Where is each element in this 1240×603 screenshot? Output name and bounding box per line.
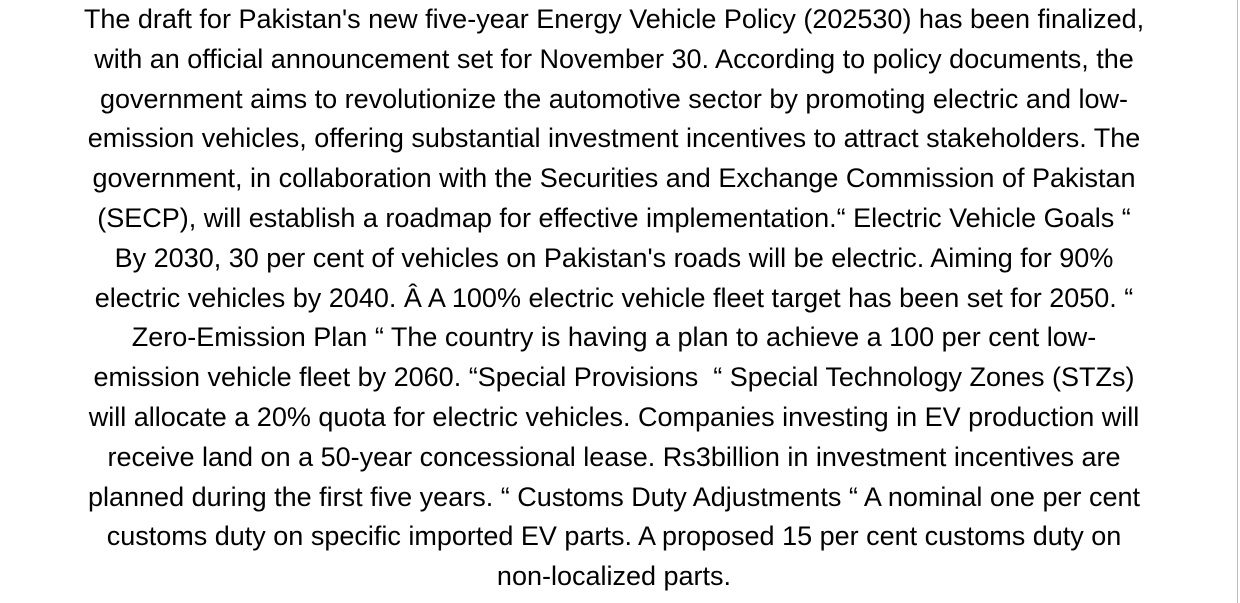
article-line: receive land on a 50-year concessional l… xyxy=(107,441,1121,472)
article-line: planned during the first five years. “ C… xyxy=(87,481,1141,512)
article-line: will allocate a 20% quota for electric v… xyxy=(88,401,1140,432)
article-line: emission vehicle fleet by 2060. “Special… xyxy=(93,362,1135,393)
article-line: electric vehicles by 2040. Â A 100% elec… xyxy=(94,282,1134,313)
article-line: government aims to revolutionize the aut… xyxy=(100,83,1128,114)
article-line: emission vehicles, offering substantial … xyxy=(87,123,1141,154)
article-line: non-localized parts. xyxy=(496,561,732,592)
article-line: Zero-Emission Plan “ The country is havi… xyxy=(131,322,1097,353)
article-line: government, in collaboration with the Se… xyxy=(92,163,1136,194)
article-line: (SECP), will establish a roadmap for eff… xyxy=(97,202,1131,233)
article-line: with an official announcement set for No… xyxy=(94,43,1134,74)
article-line: customs duty on specific imported EV par… xyxy=(106,521,1122,552)
article-line: By 2030, 30 per cent of vehicles on Paki… xyxy=(114,242,1114,273)
article-line: The draft for Pakistan's new five-year E… xyxy=(83,4,1145,34)
